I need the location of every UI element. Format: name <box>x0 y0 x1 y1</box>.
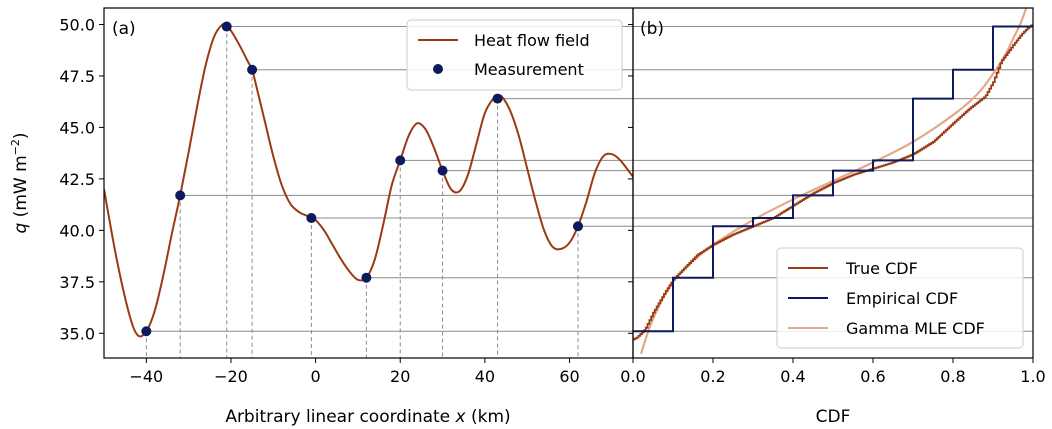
legend-b: True CDF Empirical CDF Gamma MLE CDF <box>776 247 1024 349</box>
y-axis-title: q (mW m−2) <box>9 132 31 233</box>
measurement-point <box>395 155 406 166</box>
legend-a: Heat flow field Measurement <box>406 19 623 91</box>
y-axis-unit: (mW m <box>11 155 31 222</box>
x-axis-title-a-text: Arbitrary linear coordinate <box>225 407 455 427</box>
x-axis-title-b: CDF <box>816 407 851 427</box>
y-axis-unit-close: ) <box>11 132 31 139</box>
empirical-cdf-curve <box>633 25 1033 333</box>
y-tick-label: 45.0 <box>59 118 95 137</box>
vertical-drop-lines <box>145 26 579 358</box>
y-tick-label: 37.5 <box>59 273 95 292</box>
y-tick-label: 35.0 <box>59 324 95 343</box>
x-axis-title-a: Arbitrary linear coordinate x (km) <box>225 407 510 427</box>
heat-flow-curve <box>104 22 633 338</box>
cdf-curves <box>633 8 1033 355</box>
measurement-point <box>175 190 186 201</box>
panel-b: 0.0 0.2 0.4 0.6 0.8 1.0 (b) CDF True CDF Empi… <box>620 7 1046 427</box>
y-tick-label: 47.5 <box>59 67 95 86</box>
x-axis-variable: x <box>455 407 467 427</box>
x-tick-label-b: 0.8 <box>940 367 965 386</box>
measurement-point <box>141 326 152 337</box>
x-axis-ticks-b: 0.0 0.2 0.4 0.6 0.8 1.0 <box>620 23 1046 386</box>
x-tick-label-b: 0.4 <box>780 367 805 386</box>
x-tick-label: 0 <box>311 367 321 386</box>
x-axis-ticks-a: −40 −20 0 20 40 60 <box>129 358 580 386</box>
x-tick-label: 40 <box>475 367 495 386</box>
measurement-point <box>437 165 448 176</box>
panel-label-a: (a) <box>112 19 136 39</box>
legend-a-label-heat-flow: Heat flow field <box>474 31 590 50</box>
legend-b-label-empirical-cdf: Empirical CDF <box>846 289 958 308</box>
y-axis-unit-exponent: −2 <box>9 139 22 155</box>
x-tick-label: −20 <box>214 367 248 386</box>
y-axis-ticks: 35.0 37.5 40.0 42.5 45.0 47.5 50.0 <box>59 15 104 343</box>
y-tick-label: 50.0 <box>59 15 95 34</box>
measurement-point <box>572 221 583 232</box>
y-tick-label: 40.0 <box>59 221 95 240</box>
legend-a-marker-swatch <box>433 64 443 74</box>
x-tick-label: 20 <box>390 367 410 386</box>
panel-a: −40 −20 0 20 40 60 35.0 37.5 40.0 42.5 45.0 47.5 50… <box>9 7 1033 427</box>
measurement-point <box>361 272 372 283</box>
legend-b-label-gamma-cdf: Gamma MLE CDF <box>846 319 985 338</box>
measurement-points <box>141 21 583 337</box>
panel-label-b: (b) <box>640 19 664 39</box>
measurement-point <box>247 64 258 75</box>
legend-a-label-measurement: Measurement <box>474 60 584 79</box>
legend-a-box <box>406 19 623 91</box>
x-tick-label-b: 0.0 <box>620 367 645 386</box>
x-tick-label-b: 1.0 <box>1020 367 1045 386</box>
legend-b-box <box>776 247 1024 349</box>
plot-b-frame <box>632 7 1034 359</box>
measurement-point <box>221 21 232 32</box>
heat-flow-curve-layer <box>104 22 633 338</box>
legend-b-label-true-cdf: True CDF <box>845 259 918 278</box>
x-tick-label: 60 <box>559 367 579 386</box>
x-tick-label: −40 <box>129 367 163 386</box>
x-tick-label-b: 0.6 <box>860 367 885 386</box>
y-axis-variable: q <box>11 223 31 234</box>
y-tick-label: 42.5 <box>59 170 95 189</box>
measurement-point <box>492 93 503 104</box>
x-axis-unit: (km) <box>466 407 511 427</box>
x-tick-label-b: 0.2 <box>700 367 725 386</box>
measurement-point <box>306 213 317 223</box>
